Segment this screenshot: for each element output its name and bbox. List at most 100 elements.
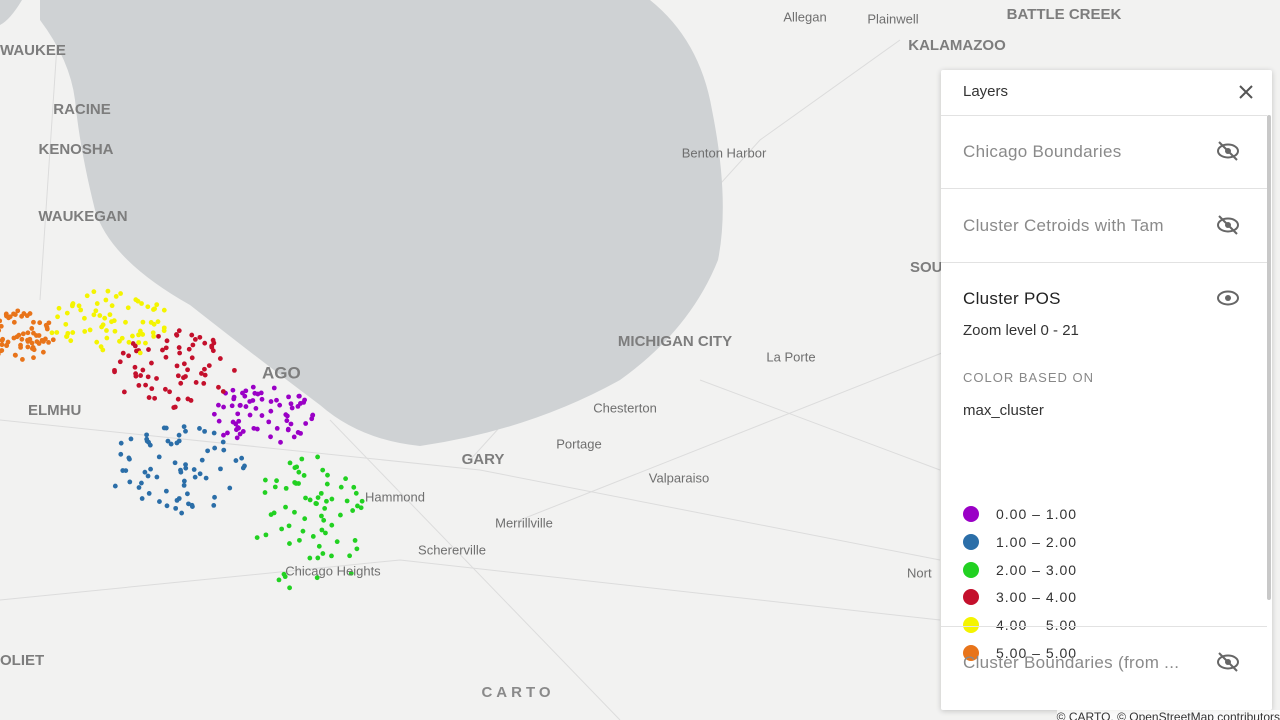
cluster-point <box>232 367 237 373</box>
cluster-point <box>140 367 146 373</box>
cluster-point <box>139 301 144 306</box>
cluster-point <box>146 395 152 400</box>
cluster-point <box>55 314 60 320</box>
cluster-point <box>107 312 113 318</box>
cluster-point <box>299 456 305 462</box>
cluster-point <box>334 539 340 545</box>
cluster-point <box>234 435 240 441</box>
cluster-point <box>278 439 283 445</box>
cluster-point <box>143 382 148 388</box>
visibility-toggle[interactable] <box>1215 651 1241 673</box>
cluster-point <box>287 585 292 591</box>
place-label: Allegan <box>783 9 826 24</box>
cluster-point <box>100 322 106 328</box>
cluster-point <box>19 336 25 342</box>
legend-swatch <box>963 589 979 606</box>
cluster-point <box>133 371 139 377</box>
layer-row[interactable]: Chicago Boundaries <box>941 115 1267 189</box>
layer-name: Cluster Cetroids with Tam <box>963 216 1164 235</box>
cluster-point <box>176 328 182 334</box>
cluster-point <box>178 380 184 386</box>
cluster-point <box>274 397 279 403</box>
cluster-point <box>65 330 71 336</box>
cluster-point <box>307 497 313 503</box>
cluster-point <box>277 402 283 408</box>
cluster-point <box>0 342 5 348</box>
close-button[interactable] <box>1238 84 1254 100</box>
visibility-toggle[interactable] <box>1215 287 1241 309</box>
cluster-point <box>137 350 143 356</box>
cluster-point <box>286 523 292 529</box>
cluster-point <box>288 421 294 427</box>
cluster-point <box>120 350 126 356</box>
place-label: Portage <box>556 436 602 451</box>
cluster-point <box>201 380 207 386</box>
cluster-point <box>82 315 87 321</box>
place-label: AGO <box>262 363 301 382</box>
cluster-point <box>189 332 195 338</box>
layer-row[interactable]: Cluster Boundaries (from ... <box>941 626 1267 700</box>
layer-row[interactable]: Cluster POS Zoom level 0 - 21 COLOR BASE… <box>941 262 1267 661</box>
cluster-point <box>94 301 100 306</box>
cluster-point <box>271 510 277 516</box>
cluster-point <box>111 318 117 324</box>
visibility-toggle[interactable] <box>1215 214 1241 236</box>
cluster-point <box>178 467 183 473</box>
cluster-point <box>233 421 239 427</box>
cluster-point <box>68 338 74 344</box>
cluster-point <box>268 434 273 440</box>
layer-row[interactable]: Cluster Cetroids with Tam <box>941 188 1267 263</box>
cluster-point <box>154 302 160 308</box>
cluster-point <box>274 478 279 484</box>
cluster-point <box>211 411 217 417</box>
cluster-point <box>242 393 248 399</box>
cluster-point <box>98 344 104 350</box>
cluster-point <box>112 369 117 375</box>
cluster-point <box>102 315 108 321</box>
cluster-point <box>184 491 190 497</box>
cluster-point <box>206 363 212 368</box>
cluster-point <box>132 364 138 370</box>
cluster-point <box>202 340 208 346</box>
place-label: MICHIGAN CITY <box>618 333 732 350</box>
cluster-point <box>262 477 268 483</box>
cluster-point <box>136 340 142 345</box>
cluster-point <box>295 403 301 409</box>
color-based-on: COLOR BASED ON <box>963 370 1095 385</box>
cluster-points <box>0 288 365 591</box>
cluster-point <box>151 333 157 339</box>
cluster-point <box>132 343 138 349</box>
cluster-point <box>263 532 269 538</box>
cluster-point <box>163 345 169 351</box>
cluster-point <box>149 386 155 392</box>
place-label: SOU <box>910 259 943 276</box>
cluster-point <box>127 479 133 485</box>
visibility-toggle[interactable] <box>1215 140 1241 162</box>
cluster-point <box>134 348 139 354</box>
cluster-point <box>91 289 97 295</box>
cluster-point <box>171 405 177 410</box>
cluster-point <box>300 528 306 534</box>
cluster-point <box>272 484 278 490</box>
layers-panel: Layers Chicago Boundaries Cluster Cetroi… <box>941 70 1272 710</box>
cluster-point <box>276 577 282 583</box>
cluster-point <box>351 484 357 490</box>
cluster-point <box>179 510 185 516</box>
cluster-point <box>329 522 335 528</box>
cluster-point <box>31 330 36 336</box>
legend-label: 5.00 – 5.00 <box>996 645 1078 661</box>
cluster-point <box>247 412 253 418</box>
cluster-point <box>354 546 360 552</box>
scrollbar[interactable] <box>1267 115 1271 600</box>
cluster-point <box>199 457 205 463</box>
cluster-point <box>271 385 277 391</box>
cluster-point <box>174 363 180 369</box>
cluster-point <box>156 454 162 460</box>
cluster-point <box>118 451 124 457</box>
cluster-point <box>112 483 118 489</box>
cluster-point <box>161 307 167 313</box>
cluster-point <box>303 421 309 426</box>
cluster-point <box>164 338 170 344</box>
cluster-point <box>123 319 128 325</box>
